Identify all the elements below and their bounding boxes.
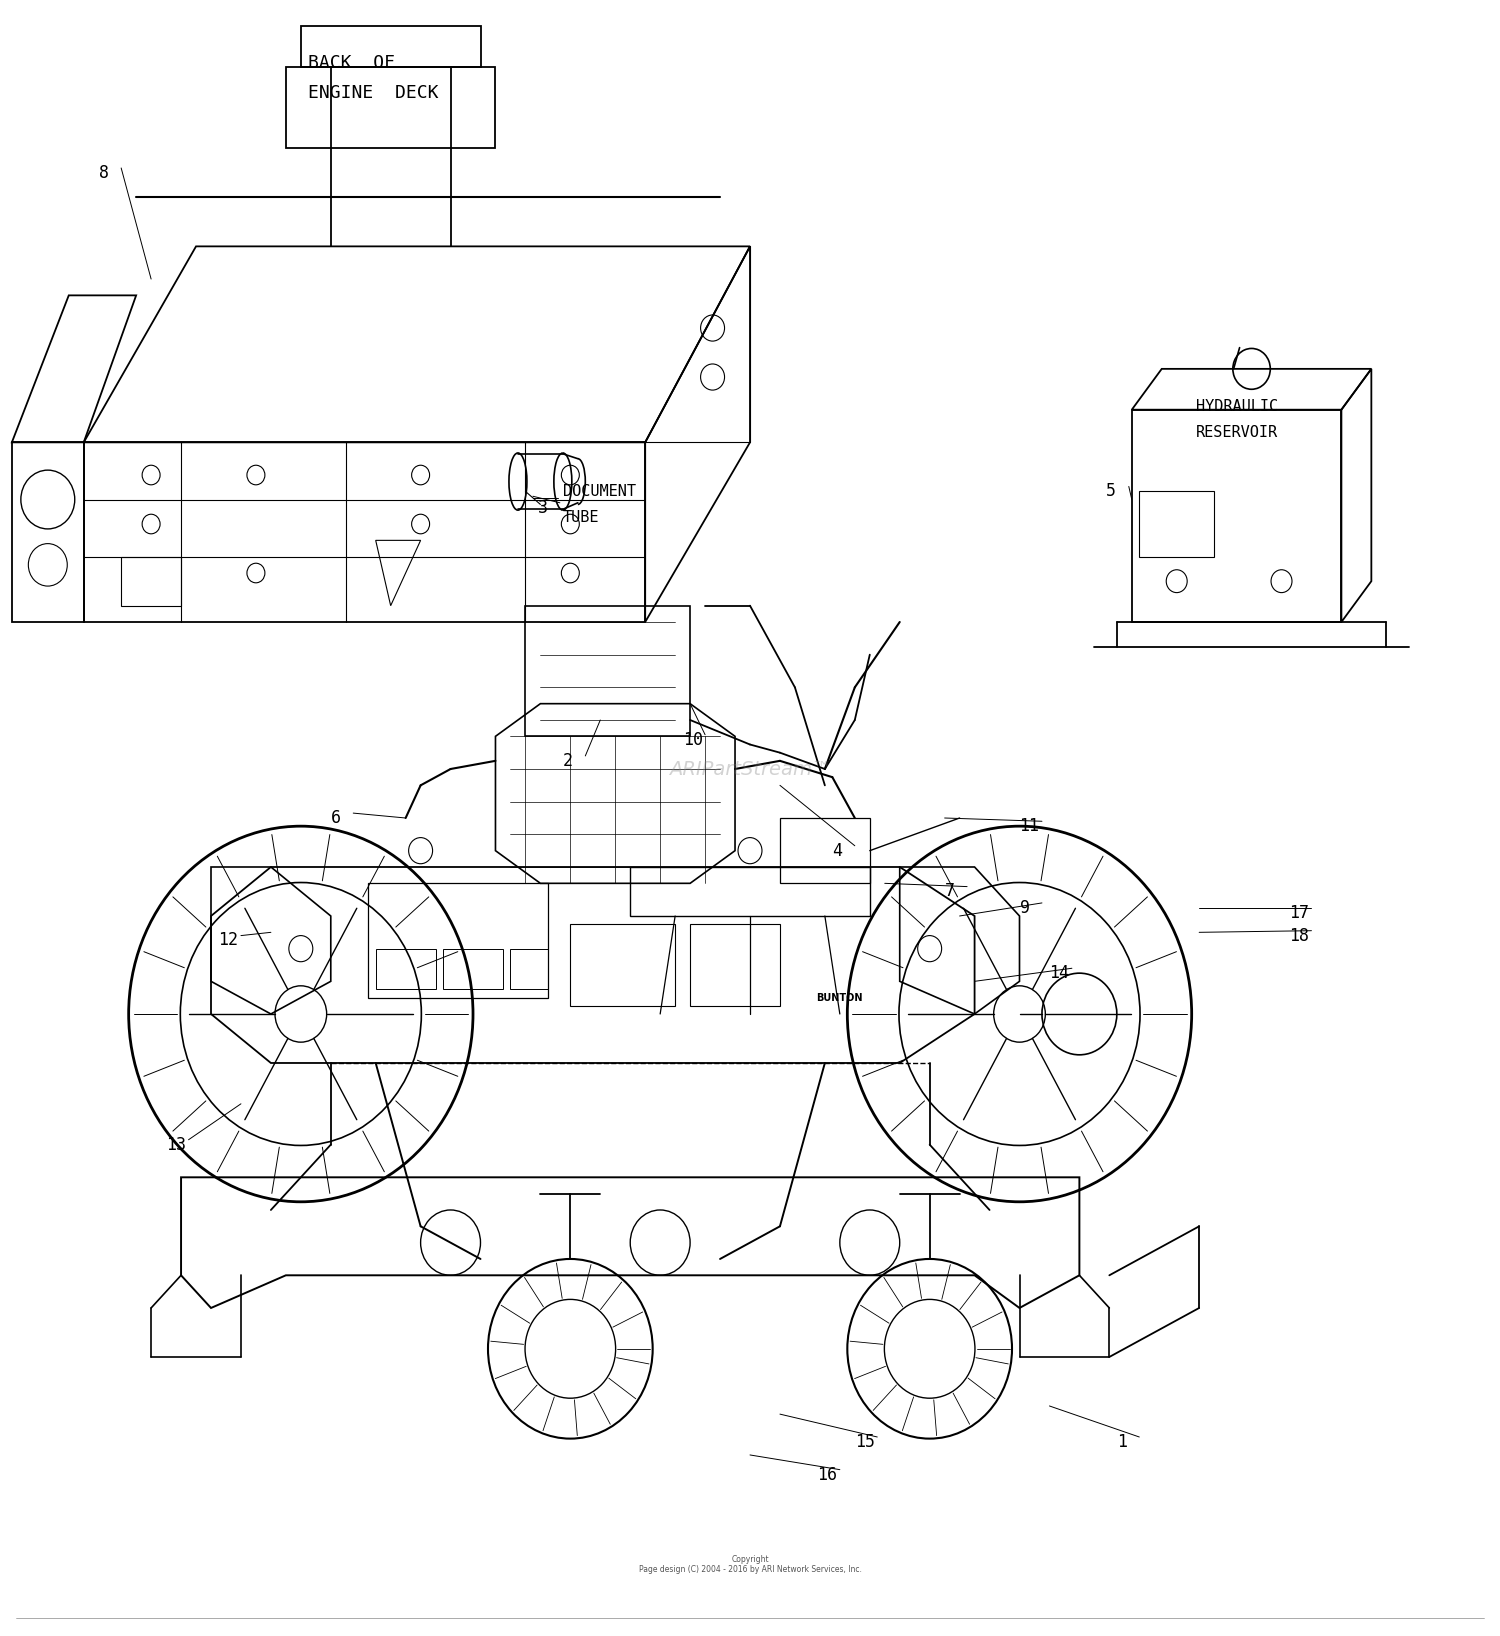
Bar — [442, 949, 503, 990]
Text: ENGINE  DECK: ENGINE DECK — [309, 83, 440, 101]
Bar — [570, 924, 675, 1006]
Text: BACK  OF: BACK OF — [309, 54, 396, 72]
Text: Copyright
Page design (C) 2004 - 2016 by ARI Network Services, Inc.: Copyright Page design (C) 2004 - 2016 by… — [639, 1554, 861, 1574]
Text: 8: 8 — [99, 164, 108, 182]
Text: 7: 7 — [945, 882, 954, 900]
Text: 12: 12 — [219, 931, 239, 949]
Bar — [375, 949, 435, 990]
Text: HYDRAULIC: HYDRAULIC — [1196, 399, 1278, 414]
Text: 13: 13 — [166, 1135, 186, 1153]
Text: TUBE: TUBE — [562, 510, 600, 525]
Bar — [302, 26, 480, 67]
Text: 17: 17 — [1288, 903, 1310, 921]
Bar — [368, 883, 548, 998]
Bar — [1132, 409, 1341, 622]
Bar — [1140, 491, 1214, 556]
Text: DOCUMENT: DOCUMENT — [562, 484, 636, 499]
Text: 4: 4 — [833, 841, 843, 859]
Bar — [690, 924, 780, 1006]
Text: 14: 14 — [1050, 964, 1070, 982]
Text: RESERVOIR: RESERVOIR — [1196, 425, 1278, 440]
Text: 6: 6 — [332, 808, 340, 828]
Text: 15: 15 — [855, 1433, 874, 1451]
Text: BUNTON: BUNTON — [816, 993, 862, 1003]
Text: 9: 9 — [1020, 898, 1029, 916]
Text: 5: 5 — [1107, 483, 1116, 501]
Bar — [122, 556, 182, 605]
Text: 18: 18 — [1288, 926, 1310, 944]
Text: 1: 1 — [1118, 1433, 1126, 1451]
Text: 2: 2 — [562, 753, 573, 771]
Text: ARIPartStream™: ARIPartStream™ — [669, 759, 831, 779]
Bar — [510, 949, 548, 990]
Text: 10: 10 — [682, 731, 702, 749]
Bar — [780, 818, 870, 883]
Text: 16: 16 — [818, 1466, 837, 1484]
Bar — [286, 67, 495, 149]
Text: 3: 3 — [537, 499, 548, 517]
Text: 11: 11 — [1020, 816, 1040, 834]
